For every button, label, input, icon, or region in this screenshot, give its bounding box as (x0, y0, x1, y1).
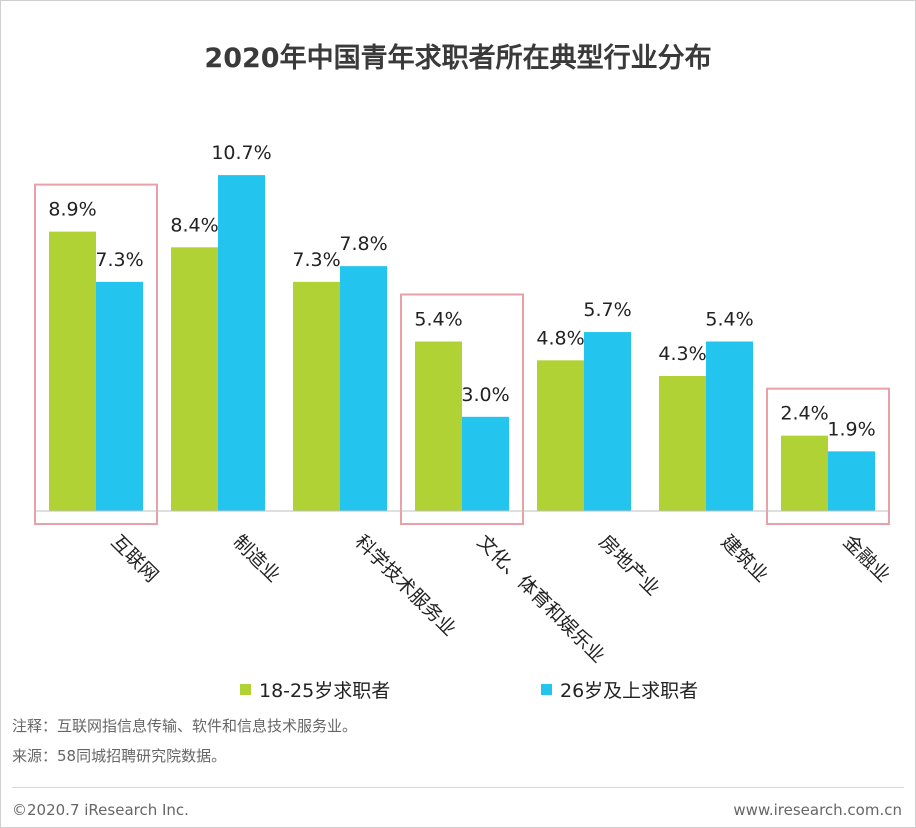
legend-label-series-2: 26岁及上求职者 (560, 679, 699, 702)
x-tick-label-2: 制造业 (229, 531, 285, 587)
value-label-2-2: 10.7% (211, 142, 271, 164)
value-label-1-5: 4.8% (536, 327, 584, 349)
value-label-2-6: 5.4% (705, 308, 753, 330)
bar-1-2 (171, 247, 218, 511)
value-label-1-4: 5.4% (414, 308, 462, 330)
value-label-2-4: 3.0% (461, 384, 509, 406)
bar-1-1 (49, 231, 96, 512)
value-label-2-3: 7.8% (339, 233, 387, 255)
value-label-2-1: 7.3% (95, 249, 143, 271)
bar-2-4 (462, 416, 509, 511)
chart-note: 注释：互联网指信息传输、软件和信息技术服务业。 (12, 717, 358, 735)
bar-2-6 (706, 341, 753, 511)
bars (49, 175, 875, 512)
highlight-box-1 (34, 183, 158, 525)
bar-2-1 (96, 281, 143, 511)
highlight-box-7 (766, 387, 890, 525)
bar-1-5 (537, 360, 584, 511)
value-labels: 8.9%7.3%8.4%10.7%7.3%7.8%5.4%3.0%4.8%5.7… (48, 142, 875, 440)
value-label-2-7: 1.9% (827, 418, 875, 440)
bar-1-6 (659, 376, 706, 511)
bar-2-3 (340, 266, 387, 511)
legend-swatch-series-2 (541, 683, 552, 695)
bar-1-3 (293, 281, 340, 511)
value-label-2-5: 5.7% (583, 299, 631, 321)
bar-2-7 (828, 451, 875, 511)
value-label-1-3: 7.3% (292, 249, 340, 271)
value-label-1-1: 8.9% (48, 199, 96, 221)
value-label-1-6: 4.3% (658, 343, 706, 365)
footer-divider (12, 787, 904, 788)
highlight-box-4 (400, 293, 524, 526)
legend-item-series-2: 26岁及上求职者 (541, 677, 699, 702)
chart-title: 2020年中国青年求职者所在典型行业分布 (204, 43, 712, 74)
x-tick-label-6: 建筑业 (717, 531, 773, 587)
value-label-1-7: 2.4% (780, 403, 828, 425)
bar-1-4 (415, 341, 462, 511)
x-tick-label-4: 文化、体育和娱乐业 (473, 531, 609, 667)
copyright-text: ©2020.7 iResearch Inc. (12, 801, 189, 819)
x-tick-label-1: 互联网 (107, 531, 163, 587)
bar-1-7 (781, 435, 828, 511)
legend-item-series-1: 18-25岁求职者 (240, 677, 391, 702)
x-tick-label-3: 科学技术服务业 (351, 531, 461, 641)
bar-2-2 (218, 175, 265, 511)
x-tick-label-7: 金融业 (839, 531, 895, 587)
website-text: www.iresearch.com.cn (733, 801, 902, 819)
bar-2-5 (584, 332, 631, 511)
value-label-1-2: 8.4% (170, 214, 218, 236)
legend-swatch-series-1 (240, 683, 251, 695)
chart-source: 来源：58同城招聘研究院数据。 (12, 747, 227, 765)
x-tick-label-5: 房地产业 (595, 531, 664, 600)
legend-label-series-1: 18-25岁求职者 (259, 679, 391, 702)
highlight-boxes (34, 183, 890, 526)
